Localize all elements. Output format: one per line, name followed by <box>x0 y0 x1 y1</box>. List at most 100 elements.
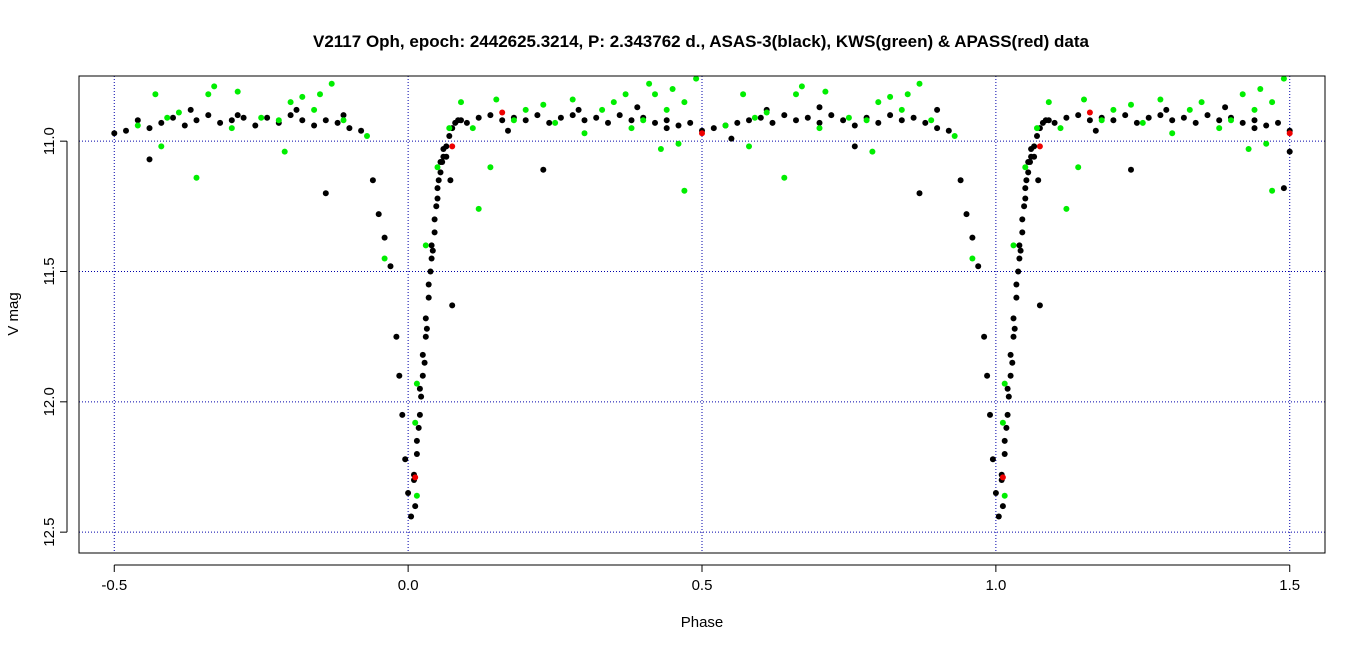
data-point <box>928 117 935 124</box>
data-point <box>1063 205 1070 212</box>
data-point <box>822 88 829 95</box>
data-point <box>431 229 438 236</box>
data-point <box>1019 216 1026 223</box>
data-point <box>687 119 694 126</box>
data-point <box>851 143 858 150</box>
data-point <box>1025 169 1032 176</box>
data-point <box>493 96 500 103</box>
data-point <box>158 119 165 126</box>
grid-lines <box>79 76 1325 553</box>
data-point <box>746 143 752 150</box>
data-point <box>1239 91 1246 98</box>
data-point <box>419 351 426 358</box>
data-point <box>433 203 440 210</box>
data-point <box>610 99 617 106</box>
data-point <box>418 393 425 400</box>
data-point <box>228 117 235 124</box>
data-point <box>693 75 700 82</box>
data-point <box>427 268 434 275</box>
data-point <box>522 106 529 113</box>
data-point <box>969 234 976 241</box>
data-point <box>1239 119 1246 126</box>
data-point <box>581 117 588 124</box>
data-point <box>999 474 1006 481</box>
data-point <box>413 380 420 387</box>
x-tick-label: -0.5 <box>101 577 127 594</box>
data-point <box>652 119 658 126</box>
data-point <box>663 125 670 132</box>
data-point <box>1098 117 1105 124</box>
data-point <box>569 112 576 119</box>
data-point <box>887 93 894 100</box>
x-tick-label: 1.5 <box>1279 577 1300 594</box>
data-point <box>1269 99 1276 106</box>
data-point <box>1086 109 1093 116</box>
data-point <box>1133 119 1140 126</box>
data-point <box>1007 372 1014 379</box>
data-point <box>402 456 409 463</box>
data-point <box>616 112 623 119</box>
data-point <box>393 333 400 340</box>
data-point <box>975 263 982 270</box>
data-point <box>422 242 429 249</box>
data-point <box>522 117 529 124</box>
data-point <box>1022 185 1029 192</box>
data-point <box>311 122 318 129</box>
data-point <box>422 333 429 340</box>
data-point <box>569 96 576 103</box>
data-point <box>657 146 664 152</box>
data-point <box>419 372 426 379</box>
data-point <box>916 190 923 197</box>
data-point <box>428 255 435 262</box>
data-point <box>904 91 911 98</box>
data-point <box>187 106 194 113</box>
data-point <box>887 112 894 119</box>
data-point <box>463 119 470 126</box>
data-points <box>111 75 1293 520</box>
data-point <box>487 112 494 119</box>
data-point <box>475 114 482 121</box>
data-point <box>1057 125 1064 132</box>
data-point <box>1075 164 1082 171</box>
data-point <box>1192 119 1199 126</box>
data-point <box>1021 203 1028 210</box>
data-point <box>593 114 600 121</box>
data-point <box>1139 119 1146 126</box>
data-point <box>405 490 412 496</box>
data-point <box>134 122 141 129</box>
data-point <box>435 177 442 184</box>
data-point <box>446 125 453 132</box>
data-point <box>429 247 436 254</box>
data-point <box>1063 114 1070 121</box>
data-point <box>1186 106 1193 113</box>
data-point <box>234 112 241 119</box>
data-point <box>1222 104 1229 111</box>
data-point <box>311 106 318 113</box>
data-point <box>1019 229 1026 236</box>
data-point <box>413 437 420 444</box>
data-point <box>1001 451 1008 457</box>
data-point <box>1251 117 1258 124</box>
series-apass <box>412 109 1293 481</box>
data-point <box>769 119 776 126</box>
data-point <box>1031 153 1038 160</box>
data-point <box>170 114 176 121</box>
data-point <box>781 112 788 119</box>
data-point <box>663 106 670 113</box>
data-point <box>669 86 676 92</box>
data-point <box>740 91 747 98</box>
y-tick-label: 11.5 <box>41 257 58 285</box>
data-point <box>1009 359 1016 366</box>
data-point <box>275 117 282 124</box>
data-point <box>317 91 323 98</box>
data-point <box>1198 99 1205 106</box>
data-point <box>1157 112 1164 119</box>
data-point <box>981 333 988 340</box>
data-point <box>510 117 517 124</box>
data-point <box>449 302 456 309</box>
data-point <box>1180 114 1187 121</box>
data-point <box>193 174 200 181</box>
data-point <box>416 411 423 418</box>
data-point <box>281 148 288 155</box>
series-kws <box>134 75 1287 499</box>
